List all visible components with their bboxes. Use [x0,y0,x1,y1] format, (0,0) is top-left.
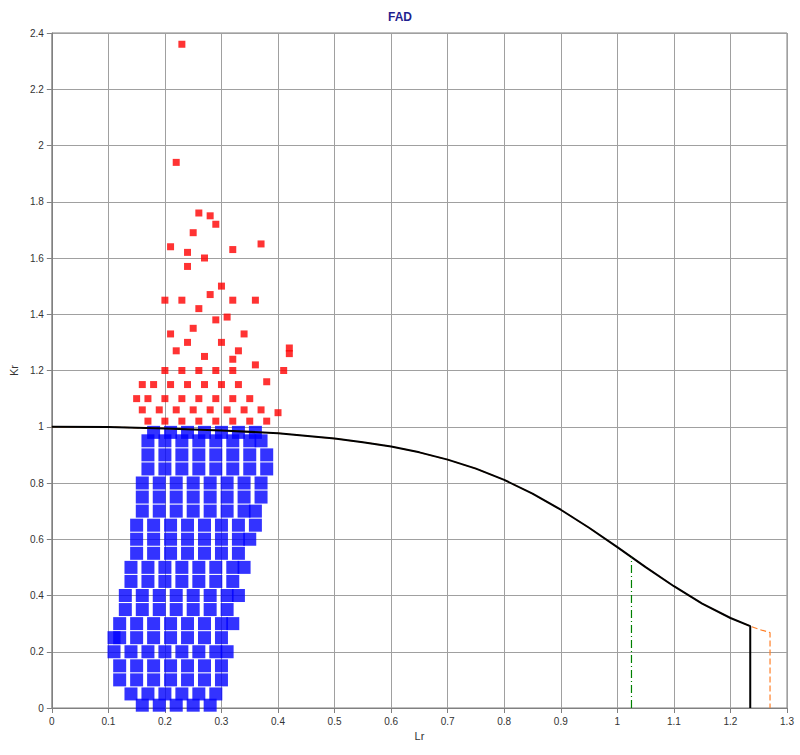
svg-text:0.1: 0.1 [101,716,115,727]
svg-text:Kr: Kr [8,365,20,376]
svg-text:FAD: FAD [388,10,412,24]
svg-text:1.2: 1.2 [30,365,44,376]
svg-text:0: 0 [38,703,44,714]
svg-text:0.3: 0.3 [215,716,229,727]
svg-text:1.8: 1.8 [30,196,44,207]
svg-text:1.6: 1.6 [30,253,44,264]
svg-text:2: 2 [38,140,44,151]
svg-text:2.4: 2.4 [30,28,44,39]
svg-text:0.5: 0.5 [328,716,342,727]
svg-text:0.6: 0.6 [30,534,44,545]
svg-text:0.8: 0.8 [497,716,511,727]
svg-text:0: 0 [49,716,55,727]
svg-text:0.7: 0.7 [441,716,455,727]
svg-text:1.3: 1.3 [780,716,794,727]
svg-text:0.2: 0.2 [30,646,44,657]
svg-text:0.6: 0.6 [384,716,398,727]
svg-text:0.8: 0.8 [30,478,44,489]
svg-text:1.2: 1.2 [723,716,737,727]
svg-text:1: 1 [38,421,44,432]
svg-text:2.2: 2.2 [30,84,44,95]
svg-text:0.4: 0.4 [271,716,285,727]
svg-text:1: 1 [615,716,621,727]
svg-text:0.2: 0.2 [158,716,172,727]
svg-text:0.9: 0.9 [554,716,568,727]
svg-text:1.1: 1.1 [667,716,681,727]
svg-text:0.4: 0.4 [30,590,44,601]
svg-text:1.4: 1.4 [30,309,44,320]
svg-text:Lr: Lr [415,730,425,742]
